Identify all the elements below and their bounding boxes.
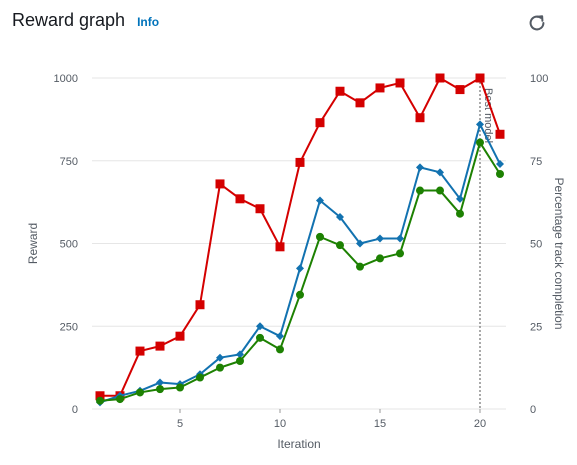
reward-point — [475, 73, 485, 83]
completion-point — [196, 373, 204, 382]
reward-point — [415, 113, 425, 123]
average_reward-point — [416, 163, 424, 172]
reward-point — [95, 391, 105, 401]
reward-point — [175, 331, 185, 341]
completion-point — [116, 395, 124, 404]
x-tick-label: 15 — [374, 418, 386, 430]
reward-point — [495, 129, 505, 139]
completion-point — [396, 249, 404, 258]
reward-point — [155, 341, 165, 351]
average_reward-point — [456, 194, 464, 203]
info-link[interactable]: Info — [137, 15, 160, 29]
refresh-icon[interactable] — [526, 12, 548, 34]
y-tick-label: 0 — [72, 404, 78, 416]
completion-point — [296, 290, 304, 299]
average_reward-point — [436, 168, 444, 177]
reward-point — [215, 179, 225, 189]
average_reward-point — [256, 322, 264, 331]
x-tick-label: 20 — [474, 418, 486, 430]
completion-point — [276, 345, 284, 354]
y-tick-label: 1000 — [54, 73, 78, 85]
completion-point — [436, 186, 444, 195]
reward-point — [375, 83, 385, 93]
y-tick-label: 750 — [60, 156, 78, 168]
completion-point — [136, 388, 144, 397]
x-axis-label: Iteration — [277, 437, 320, 451]
completion-point — [456, 209, 464, 218]
average_reward-point — [496, 160, 504, 169]
reward-point — [355, 98, 365, 108]
completion-point — [156, 385, 164, 394]
y2-tick-label: 25 — [530, 321, 542, 333]
completion-point — [216, 363, 224, 372]
reward-point — [315, 118, 325, 128]
y-tick-label: 500 — [60, 239, 78, 251]
reward-point — [195, 300, 205, 310]
reward-point — [275, 242, 285, 252]
average_reward-point — [156, 378, 164, 387]
y-tick-label: 250 — [60, 321, 78, 333]
page-title: Reward graph — [12, 10, 126, 30]
average_reward-point — [376, 234, 384, 243]
average_reward-point — [236, 350, 244, 359]
completion-point — [176, 383, 184, 392]
average_reward-point — [276, 332, 284, 341]
y2-tick-label: 100 — [530, 73, 548, 85]
completion-point — [256, 333, 264, 342]
average_reward-point — [216, 353, 224, 362]
reward-point — [435, 73, 445, 83]
reward-point — [135, 346, 145, 356]
reward-point — [455, 85, 465, 95]
completion-point — [376, 254, 384, 263]
average_reward-point — [316, 196, 324, 205]
average_reward-point — [396, 234, 404, 243]
average_reward-point — [356, 239, 364, 248]
y2-tick-label: 0 — [530, 404, 536, 416]
reward-point — [235, 194, 245, 204]
average_reward-point — [296, 264, 304, 273]
x-tick-label: 10 — [274, 418, 286, 430]
reward-point — [335, 86, 345, 96]
completion-point — [316, 232, 324, 241]
x-tick-label: 5 — [177, 418, 183, 430]
completion-point — [336, 241, 344, 250]
completion-point — [96, 396, 104, 405]
y2-tick-label: 75 — [530, 156, 542, 168]
completion-point — [416, 186, 424, 195]
completion-point — [236, 357, 244, 366]
completion-point — [476, 138, 484, 147]
reward-point — [395, 78, 405, 88]
average_reward-point — [476, 120, 484, 129]
reward-point — [295, 157, 305, 167]
completion-point — [496, 169, 504, 178]
reward-point — [255, 204, 265, 214]
best-model-label: Best model — [482, 88, 494, 143]
average_reward-point — [336, 213, 344, 222]
y2-axis-label: Percentage track completion — [552, 177, 566, 329]
completion-point — [356, 262, 364, 271]
y-axis-label: Reward — [26, 223, 40, 264]
y2-tick-label: 50 — [530, 239, 542, 251]
chart-header: Reward graph Info — [12, 10, 159, 31]
